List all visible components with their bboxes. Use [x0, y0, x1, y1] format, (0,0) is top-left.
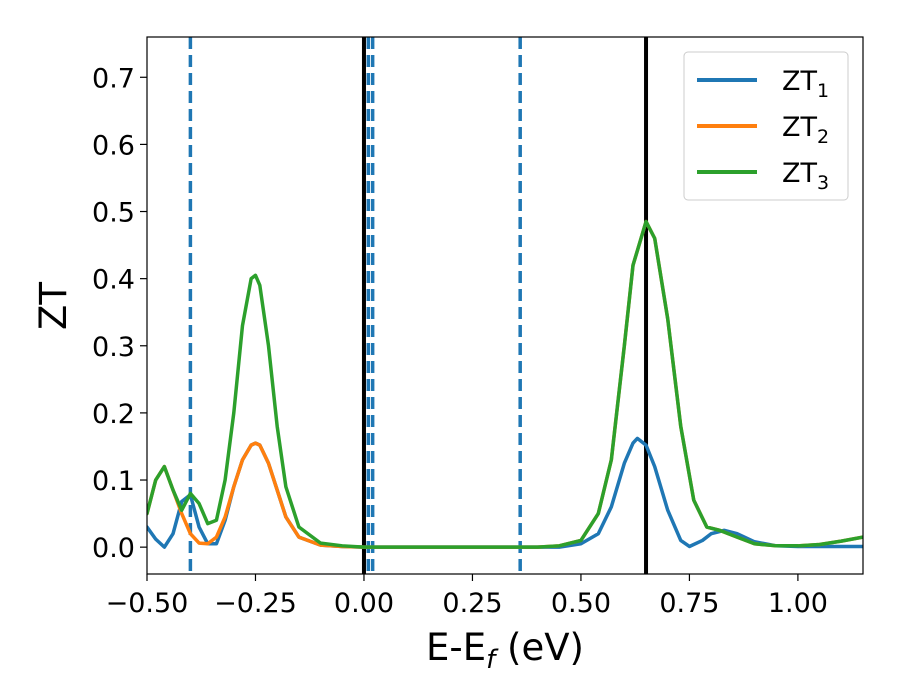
x-tick-label: 1.00: [768, 588, 828, 619]
y-axis-ticks: 0.0 0.1 0.2 0.3 0.4 0.5 0.6 0.7: [92, 63, 147, 564]
x-tick-label: 0.75: [659, 588, 719, 619]
vertical-reference-lines: [188, 37, 649, 574]
series-line-zt3: [147, 219, 863, 549]
plot-frame: [146, 36, 864, 575]
x-tick-label: 0.50: [551, 588, 611, 619]
legend: ZT1 ZT2 ZT3: [683, 51, 849, 201]
x-axis-ticks: −0.50 −0.25 0.00 0.25 0.50 0.75 1.00: [106, 574, 828, 619]
legend-label-zt3: ZT3: [782, 158, 829, 194]
y-axis-label: ZT: [32, 282, 75, 330]
y-tick-label: 0.7: [92, 63, 135, 94]
x-tick-label: −0.50: [106, 588, 189, 619]
y-tick-label: 0.2: [92, 399, 135, 430]
y-tick-label: 0.4: [92, 265, 135, 296]
y-tick-label: 0.6: [92, 130, 135, 161]
x-tick-label: −0.25: [214, 588, 297, 619]
y-tick-label: 0.5: [92, 198, 135, 229]
x-axis-label-unit: (eV): [495, 626, 584, 669]
x-axis-label: E-Ef (eV): [426, 626, 584, 675]
y-tick-label: 0.1: [92, 466, 135, 497]
series-lines: [147, 219, 863, 549]
y-tick-label: 0.0: [92, 533, 135, 564]
x-tick-label: 0.25: [442, 588, 502, 619]
legend-box: [683, 51, 849, 201]
legend-label-zt1: ZT1: [782, 66, 829, 102]
legend-label-zt2: ZT2: [782, 112, 829, 148]
y-tick-label: 0.3: [92, 332, 135, 363]
x-tick-label: 0.00: [334, 588, 394, 619]
